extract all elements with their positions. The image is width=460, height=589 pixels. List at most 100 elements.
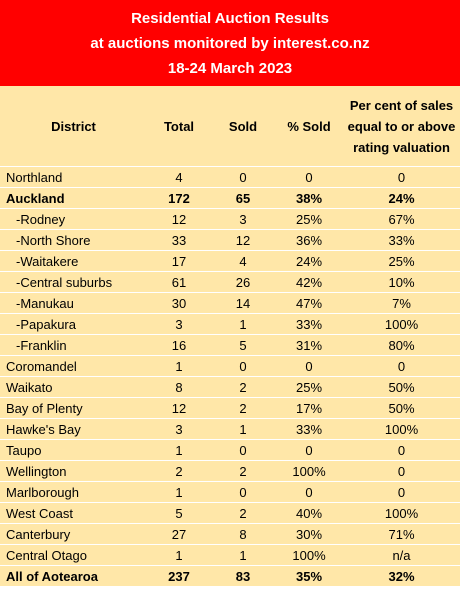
header-pct-above-rv: Per cent of sales equal to or above rati… <box>347 97 456 155</box>
cell-pct-sold: 33% <box>295 316 323 332</box>
cell-pct-above-rv: 32% <box>388 568 415 584</box>
cell-district: -Rodney <box>16 211 66 227</box>
cell-pct-above-rv: 67% <box>388 211 415 227</box>
cell-pct-above-rv: 50% <box>388 379 415 395</box>
cell-pct-sold: 30% <box>295 526 323 542</box>
cell-sold: 2 <box>239 400 247 416</box>
cell-total: 1 <box>175 442 183 458</box>
cell-sold: 26 <box>235 274 251 290</box>
cell-total: 1 <box>175 547 183 563</box>
cell-sold: 2 <box>239 505 247 521</box>
cell-pct-above-rv: 0 <box>397 358 406 374</box>
cell-total: 17 <box>171 253 187 269</box>
cell-pct-sold: 36% <box>295 232 323 248</box>
cell-total: 1 <box>175 358 183 374</box>
table-row: Canterbury 27 8 30% 71% <box>0 523 460 544</box>
cell-district: -Manukau <box>16 295 74 311</box>
cell-district: -Papakura <box>16 316 76 332</box>
cell-pct-sold: 47% <box>295 295 323 311</box>
cell-pct-sold: 100% <box>292 463 326 479</box>
cell-pct-sold: 35% <box>295 568 323 584</box>
cell-total: 237 <box>168 568 190 584</box>
cell-pct-sold: 0 <box>305 358 313 374</box>
table-row: Auckland 172 65 38% 24% <box>0 187 460 208</box>
table-row: -Waitakere 17 4 24% 25% <box>0 250 460 271</box>
cell-pct-sold: 100% <box>292 547 326 563</box>
table-row: Central Otago 1 1 100% n/a <box>0 544 460 565</box>
cell-district: West Coast <box>6 505 73 521</box>
cell-total: 33 <box>171 232 187 248</box>
table-row: -Central suburbs 61 26 42% 10% <box>0 271 460 292</box>
header-district: District <box>51 118 96 134</box>
header-total: Total <box>163 118 195 134</box>
cell-district: -Central suburbs <box>16 274 113 290</box>
cell-pct-sold: 38% <box>295 190 323 206</box>
title-line-1: Residential Auction Results <box>131 9 329 27</box>
cell-total: 27 <box>171 526 187 542</box>
cell-total: 12 <box>171 211 187 227</box>
cell-total: 30 <box>171 295 187 311</box>
title-banner: Residential Auction Results at auctions … <box>0 0 460 86</box>
table-row: Hawke's Bay 3 1 33% 100% <box>0 418 460 439</box>
cell-sold: 5 <box>239 337 247 353</box>
cell-district: Central Otago <box>6 547 87 563</box>
cell-pct-sold: 0 <box>305 484 313 500</box>
cell-pct-above-rv: 0 <box>397 463 406 479</box>
cell-pct-sold: 17% <box>295 400 323 416</box>
table-row: Wellington 2 2 100% 0 <box>0 460 460 481</box>
header-sold: Sold <box>228 118 258 134</box>
cell-pct-sold: 42% <box>295 274 323 290</box>
cell-total: 5 <box>175 505 183 521</box>
cell-pct-sold: 0 <box>305 169 313 185</box>
table-row: Coromandel 1 0 0 0 <box>0 355 460 376</box>
cell-total: 3 <box>175 316 183 332</box>
cell-sold: 1 <box>239 316 247 332</box>
cell-sold: 14 <box>235 295 251 311</box>
cell-district: All of Aotearoa <box>6 568 98 584</box>
cell-total: 3 <box>175 421 183 437</box>
cell-district: Northland <box>6 169 63 185</box>
cell-total: 1 <box>175 484 183 500</box>
table-row: All of Aotearoa 237 83 35% 32% <box>0 565 460 586</box>
cell-sold: 1 <box>239 547 247 563</box>
cell-pct-above-rv: 80% <box>388 337 415 353</box>
cell-district: -Waitakere <box>16 253 79 269</box>
cell-pct-above-rv: 10% <box>388 274 415 290</box>
cell-total: 4 <box>175 169 183 185</box>
header-pct-sold: % Sold <box>287 118 331 134</box>
table-row: -Franklin 16 5 31% 80% <box>0 334 460 355</box>
cell-district: Wellington <box>6 463 67 479</box>
cell-total: 2 <box>175 463 183 479</box>
cell-sold: 0 <box>239 442 247 458</box>
cell-pct-sold: 33% <box>295 421 323 437</box>
cell-district: Taupo <box>6 442 42 458</box>
cell-pct-above-rv: 24% <box>388 190 415 206</box>
cell-pct-above-rv: 0 <box>397 484 406 500</box>
cell-pct-above-rv: 50% <box>388 400 415 416</box>
table-row: -Manukau 30 14 47% 7% <box>0 292 460 313</box>
cell-sold: 0 <box>239 358 247 374</box>
cell-sold: 0 <box>239 484 247 500</box>
cell-pct-above-rv: 100% <box>384 505 419 521</box>
cell-sold: 3 <box>239 211 247 227</box>
table-row: -Rodney 12 3 25% 67% <box>0 208 460 229</box>
cell-pct-sold: 25% <box>295 379 323 395</box>
cell-pct-sold: 25% <box>295 211 323 227</box>
cell-pct-sold: 40% <box>295 505 323 521</box>
table-row: -North Shore 33 12 36% 33% <box>0 229 460 250</box>
cell-district: -Franklin <box>16 337 67 353</box>
cell-sold: 83 <box>235 568 251 584</box>
cell-pct-above-rv: 0 <box>397 169 406 185</box>
table-row: -Papakura 3 1 33% 100% <box>0 313 460 334</box>
table-row: Taupo 1 0 0 0 <box>0 439 460 460</box>
cell-pct-above-rv: 100% <box>384 316 419 332</box>
cell-pct-above-rv: 7% <box>392 295 411 311</box>
cell-total: 172 <box>168 190 190 206</box>
cell-district: Bay of Plenty <box>6 400 83 416</box>
table-row: Marlborough 1 0 0 0 <box>0 481 460 502</box>
cell-pct-sold: 0 <box>305 442 313 458</box>
cell-pct-sold: 31% <box>295 337 323 353</box>
title-line-3: 18-24 March 2023 <box>167 59 293 77</box>
table-row: West Coast 5 2 40% 100% <box>0 502 460 523</box>
